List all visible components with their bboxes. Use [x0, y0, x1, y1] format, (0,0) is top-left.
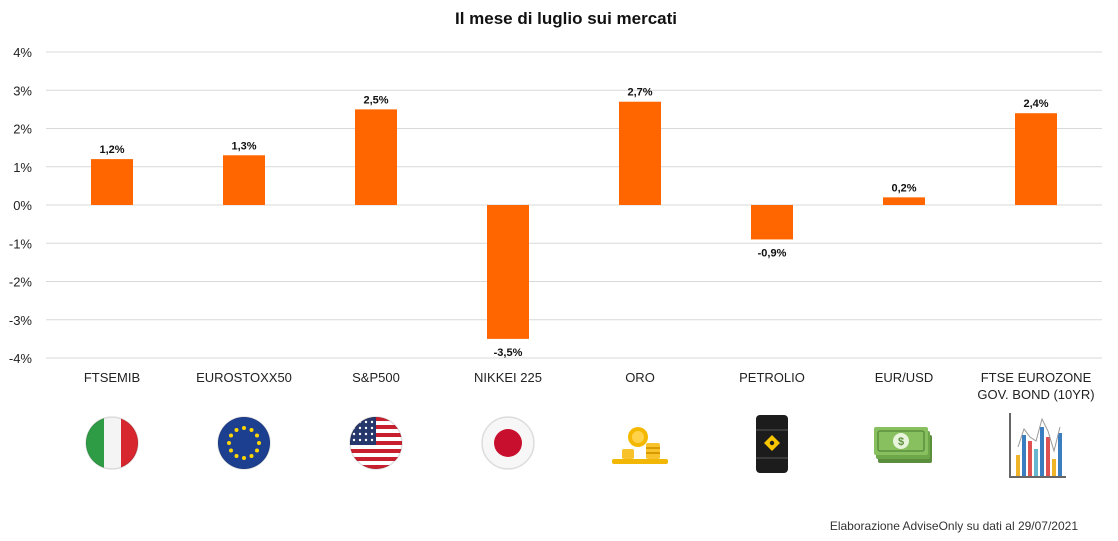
bar	[883, 197, 925, 205]
data-label: 1,2%	[99, 144, 124, 156]
bars	[91, 101, 1057, 339]
bar	[751, 205, 793, 240]
gold-coins-icon	[612, 427, 668, 464]
x-tick-label: EUR/USD	[875, 370, 934, 385]
bar-chart-icon	[1009, 413, 1066, 478]
y-tick-label: -2%	[9, 275, 33, 290]
y-tick-label: -4%	[9, 351, 33, 366]
x-tick-label: PETROLIO	[739, 370, 805, 385]
y-tick-label: 3%	[13, 83, 32, 98]
x-axis: FTSEMIB EUROSTOXX50 S&P500 NIKKEI 225 ORO PET…	[84, 370, 1095, 402]
x-tick-label: S&P500	[352, 370, 400, 385]
chart-title: Il mese di luglio sui mercati	[455, 9, 677, 28]
bar	[223, 155, 265, 205]
x-tick-label: ORO	[625, 370, 655, 385]
y-tick-label: 0%	[13, 198, 32, 213]
usa-flag-icon	[349, 416, 403, 470]
y-tick-label: 1%	[13, 160, 32, 175]
italy-flag-icon	[85, 416, 139, 470]
data-label: 2,5%	[363, 94, 388, 106]
bar	[487, 205, 529, 339]
grid	[46, 51, 1102, 359]
svg-text:$: $	[898, 436, 904, 448]
y-tick-label: 4%	[13, 45, 32, 60]
x-tick-label: FTSE EUROZONE	[981, 370, 1092, 385]
bar	[1015, 113, 1057, 205]
data-label: 2,4%	[1023, 98, 1048, 110]
oil-barrel-icon	[756, 415, 788, 473]
bar	[355, 109, 397, 205]
source-note: Elaborazione AdviseOnly su dati al 29/07…	[829, 519, 1078, 533]
banknotes-icon: $	[874, 427, 932, 463]
bar	[619, 101, 661, 205]
category-icons: $	[85, 413, 1066, 478]
y-tick-label: -3%	[9, 313, 33, 328]
y-tick-label: -1%	[9, 236, 33, 251]
data-label: -3,5%	[494, 347, 523, 359]
y-axis: 4% 3% 2% 1% 0% -1% -2% -3% -4%	[9, 45, 33, 366]
data-label: 0,2%	[891, 182, 916, 194]
eu-flag-icon	[217, 416, 271, 470]
y-tick-label: 2%	[13, 122, 32, 137]
x-tick-label: NIKKEI 225	[474, 370, 542, 385]
x-tick-label: EUROSTOXX50	[196, 370, 292, 385]
japan-flag-icon	[481, 416, 535, 470]
bar	[91, 159, 133, 205]
x-tick-label: GOV. BOND (10YR)	[977, 387, 1094, 402]
data-label: 2,7%	[627, 87, 652, 99]
data-label: 1,3%	[231, 140, 256, 152]
x-tick-label: FTSEMIB	[84, 370, 140, 385]
data-label: -0,9%	[758, 247, 787, 259]
data-labels: 1,2% 1,3% 2,5% -3,5% 2,7% -0,9% 0,2% 2,4%	[99, 87, 1048, 359]
